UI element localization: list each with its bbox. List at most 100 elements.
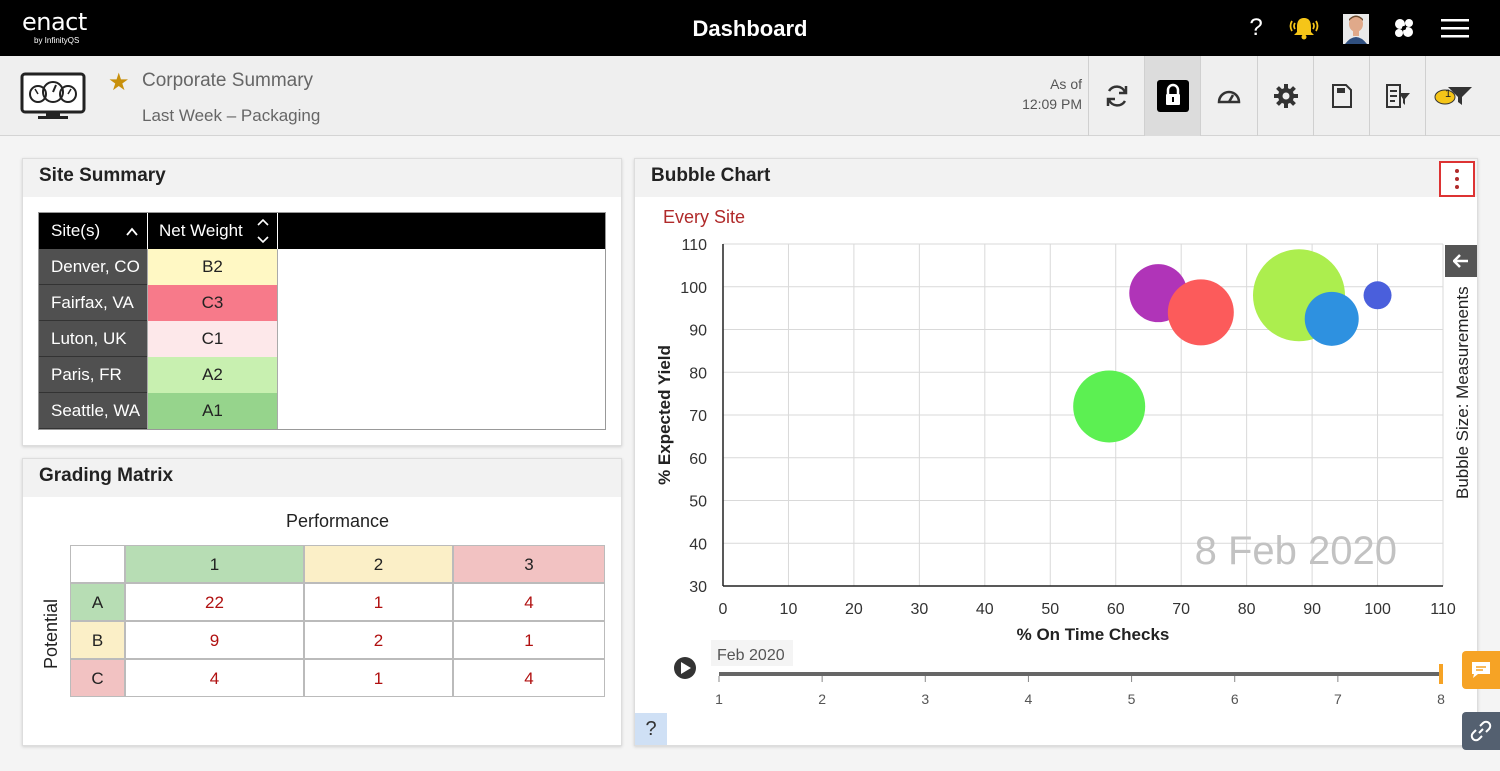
matrix-value-cell[interactable]: 1 [453,621,605,659]
site-name-cell: Paris, FR [39,357,147,393]
matrix-value-cell[interactable]: 1 [304,659,453,697]
potential-header: A [70,583,125,621]
user-avatar[interactable] [1338,10,1374,46]
y-tick-label: 50 [689,494,707,511]
grade-cell[interactable]: A2 [147,357,278,393]
page-title: Dashboard [692,16,808,41]
matrix-value-cell[interactable]: 22 [125,583,304,621]
filter-count-badge: 1 [1444,88,1452,100]
gear-icon [1273,84,1298,108]
site-name-cell: Seattle, WA [39,393,147,429]
table-row[interactable]: Seattle, WA A1 [39,393,605,429]
dashboard-name: Corporate Summary [142,70,314,91]
bubble-point[interactable] [1304,291,1359,346]
timeline-month-label: Feb 2020 [717,647,785,664]
performance-header: 3 [453,545,605,583]
matrix-value-cell[interactable]: 1 [304,583,453,621]
hamburger-menu-icon[interactable] [1437,10,1473,46]
matrix-value-cell[interactable]: 4 [453,583,605,621]
timeline-tick-label: 6 [1231,691,1239,707]
sort-toggle-icon[interactable] [255,213,273,249]
x-tick-label: 30 [910,601,928,618]
table-row[interactable]: Luton, UK C1 [39,321,605,357]
panel-help-button[interactable]: ? [635,713,667,745]
site-name-cell: Fairfax, VA [39,285,147,321]
settings-button[interactable] [1257,56,1313,136]
y-tick-label: 60 [689,451,707,468]
table-row[interactable]: Paris, FR A2 [39,357,605,393]
column-header-sites[interactable]: Site(s) [51,221,101,240]
filter-button[interactable]: 1 [1425,56,1481,136]
save-button[interactable] [1313,56,1369,136]
bubble-chart-plot: 0 10 20 30 40 50 60 70 80 90 100 110 30 40 50 60 70 80 90 1… [655,237,1456,707]
column-header-net-weight[interactable]: Net Weight [147,213,278,249]
filter-icon [1434,87,1472,105]
x-tick-label: 80 [1238,601,1256,618]
bubble-point[interactable] [1363,281,1392,310]
timeline-tick-label: 5 [1128,691,1136,707]
notification-bell-icon[interactable] [1286,10,1322,46]
chart-subtitle: Every Site [663,207,746,227]
matrix-value-cell[interactable]: 4 [453,659,605,697]
potential-axis-label: Potential [41,598,61,669]
performance-axis-label: Performance [285,511,390,531]
grade-cell[interactable]: C1 [147,321,278,357]
refresh-button[interactable] [1088,56,1144,136]
site-rows: Denver, CO B2 Fairfax, VA C3 Luton, UK C1 Pari… [39,249,605,429]
potential-header: B [70,621,125,659]
lock-icon [1156,80,1189,112]
timeline-tick-label: 2 [818,691,826,707]
grade-cell[interactable]: B2 [147,249,278,285]
site-name-cell: Luton, UK [39,321,147,357]
matrix-value-cell[interactable]: 4 [125,659,304,697]
as-of-label: As of [1050,76,1082,92]
grade-cell[interactable]: A1 [147,393,278,429]
y-tick-label: 70 [689,408,707,425]
x-axis-title: % On Time Checks [1017,625,1170,644]
y-tick-label: 90 [689,323,707,340]
bubble-point[interactable] [1073,370,1146,443]
panel-menu-button[interactable] [1439,161,1475,197]
logo-subtext: by InfinityQS [34,36,80,45]
help-icon[interactable]: ? [1249,14,1263,41]
as-of-time: 12:09 PM [1022,96,1082,112]
chat-button[interactable] [1462,651,1500,689]
table-row[interactable]: Denver, CO B2 [39,249,605,285]
report-button[interactable] [1369,56,1425,136]
arrow-left-icon [1453,254,1468,268]
play-icon [681,662,691,674]
y-tick-label: 110 [681,237,707,254]
timeline-tick-label: 3 [921,691,929,707]
grading-matrix-title: Grading Matrix [23,459,621,497]
apps-icon[interactable] [1386,10,1422,46]
potential-header: C [70,659,125,697]
x-tick-label: 70 [1172,601,1190,618]
favorite-star-icon[interactable]: ★ [108,69,130,96]
y-axis-title: % Expected Yield [655,345,674,485]
gauge-button[interactable] [1200,56,1256,136]
timeline-tick-label: 8 [1437,691,1445,707]
performance-header: 2 [304,545,453,583]
table-row[interactable]: Fairfax, VA C3 [39,285,605,321]
logo-text: enact [22,8,87,36]
share-link-button[interactable] [1462,712,1500,750]
app-logo[interactable]: enact by InfinityQS [22,8,87,45]
grade-cell[interactable]: C3 [147,285,278,321]
timeline-label-box [711,640,793,666]
lock-button[interactable] [1144,56,1200,136]
site-summary-panel: Site Summary Site(s) Net Weight Denver, … [22,158,622,446]
link-icon [1470,720,1492,742]
y-tick-label: 40 [689,536,707,553]
top-bar: enact by InfinityQS Dashboard ? [0,0,1500,56]
x-tick-label: 20 [845,601,863,618]
x-tick-label: 40 [976,601,994,618]
sort-ascending-icon[interactable] [125,213,145,249]
timeline-slider-handle[interactable] [1439,664,1443,684]
bubble-point[interactable] [1167,279,1234,346]
date-watermark: 8 Feb 2020 [1195,529,1397,573]
matrix-value-cell[interactable]: 9 [125,621,304,659]
table-header: Site(s) Net Weight [39,213,605,249]
collapse-side-panel-button[interactable] [1445,245,1477,277]
matrix-value-cell[interactable]: 2 [304,621,453,659]
